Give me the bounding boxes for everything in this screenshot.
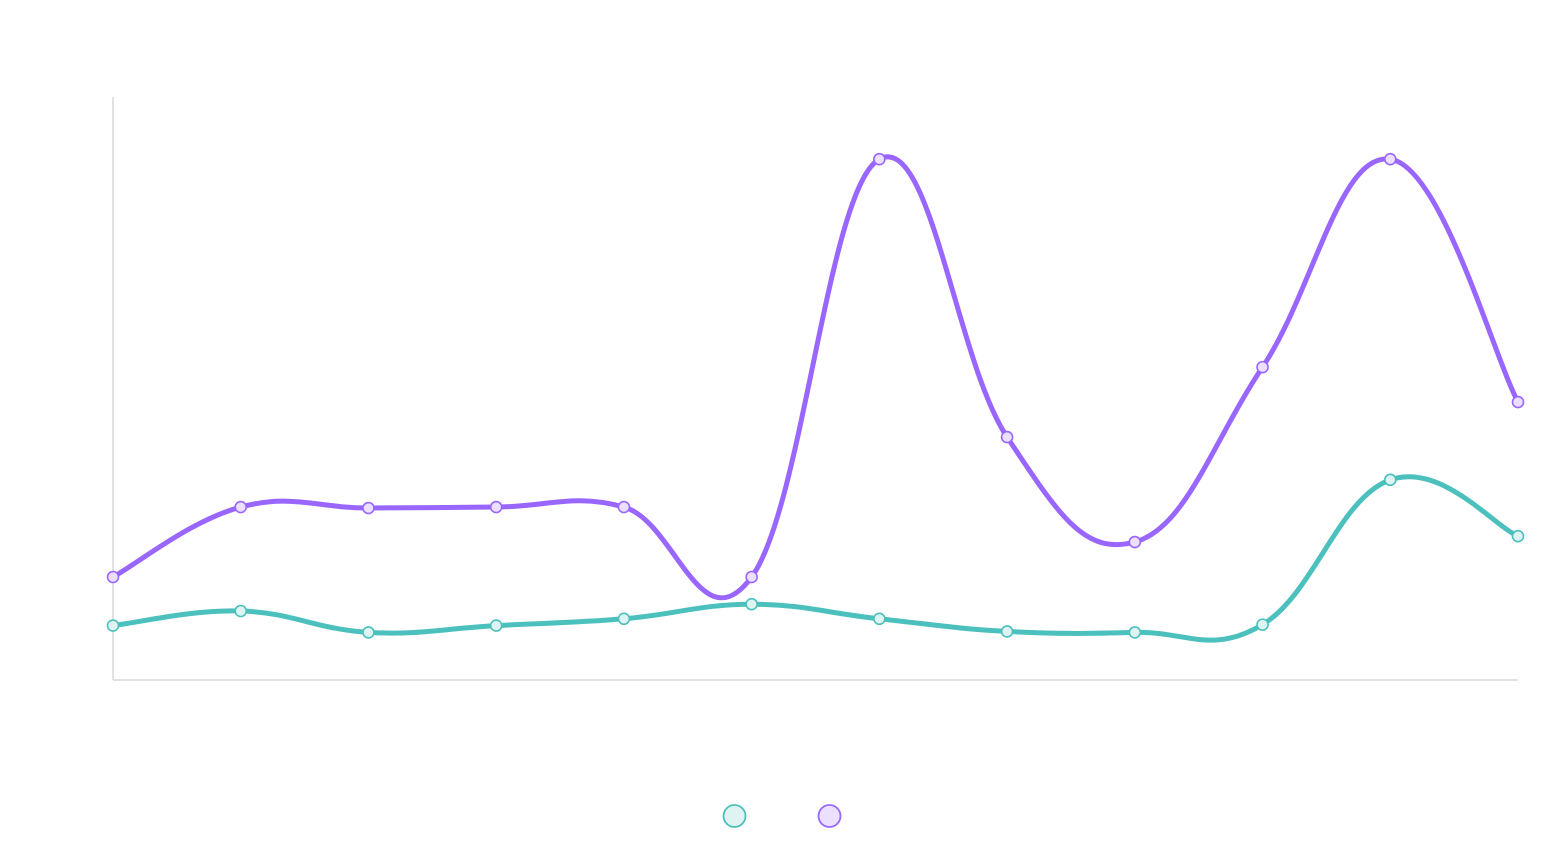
legend-marker-series-1[interactable] [722,804,747,828]
series-1-point-12[interactable] [1511,529,1525,543]
series-2-point-6[interactable] [745,570,758,584]
series-2 [106,152,1525,601]
series-2-point-2[interactable] [234,500,248,514]
series-1-point-10[interactable] [1256,618,1269,631]
series-1-point-6[interactable] [745,597,758,611]
legend-marker-series-2[interactable] [817,804,842,828]
series-2-point-12[interactable] [1511,395,1525,409]
series-layer [106,152,1525,643]
series-2-point-11[interactable] [1383,152,1397,166]
series-1-point-9[interactable] [1128,626,1142,639]
legend [722,804,842,828]
series-2-point-10[interactable] [1256,360,1269,374]
series-1-point-11[interactable] [1383,473,1397,487]
series-1-point-5[interactable] [617,612,631,626]
series-1-point-2[interactable] [234,604,248,618]
series-1-point-4[interactable] [489,619,503,632]
series-2-point-3[interactable] [362,501,375,515]
series-1-point-3[interactable] [362,626,375,639]
series-1-line [110,474,1521,643]
series-2-point-7[interactable] [873,152,886,166]
series-1-point-1[interactable] [106,619,120,632]
series-1 [106,473,1525,643]
series-1-point-8[interactable] [1000,625,1014,638]
series-2-point-4[interactable] [489,500,503,514]
series-2-line [110,154,1521,601]
series-1-point-7[interactable] [873,612,886,626]
series-2-point-9[interactable] [1128,535,1142,549]
series-2-point-1[interactable] [106,570,120,584]
series-2-point-8[interactable] [1000,430,1014,444]
series-2-point-5[interactable] [617,500,631,514]
